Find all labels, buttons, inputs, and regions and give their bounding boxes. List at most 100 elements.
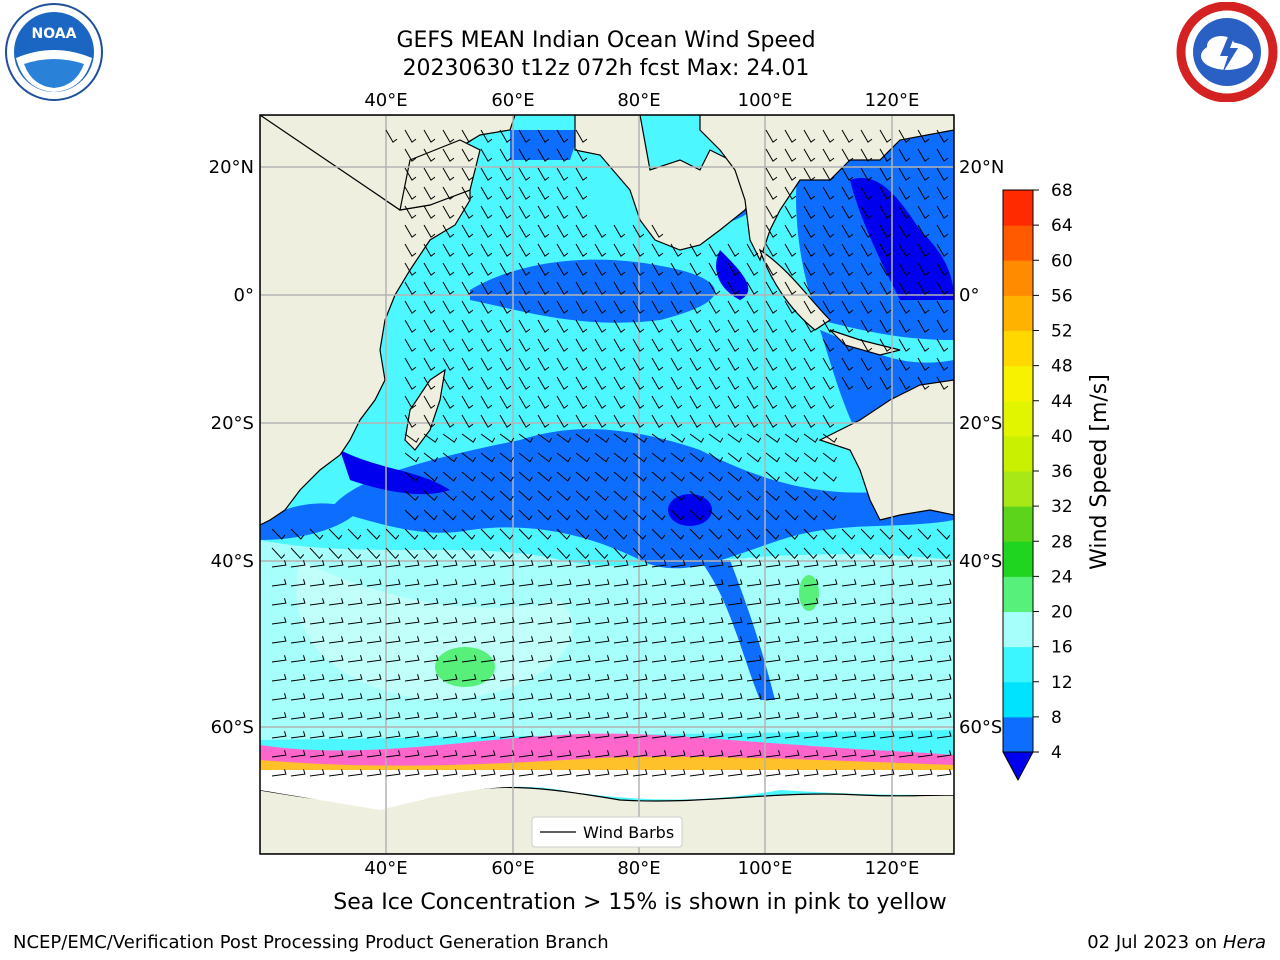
wind-barb [746, 471, 761, 482]
wind-barb [404, 376, 417, 390]
wind-barb [841, 300, 854, 314]
wind-barb [366, 769, 382, 777]
wind-barb [879, 167, 892, 181]
wind-barb [727, 243, 740, 257]
wind-barb [442, 731, 458, 739]
wind-barb [803, 693, 819, 701]
wind-barb [822, 300, 835, 314]
wind-barb [784, 579, 800, 587]
wind-barb [328, 769, 344, 777]
wind-barb [328, 674, 344, 682]
wind-barb [404, 262, 417, 276]
wind-barb [423, 205, 436, 219]
wind-barb [651, 357, 664, 371]
wind-barb [613, 490, 628, 502]
wind-barb [442, 636, 458, 644]
wind-barb [708, 471, 723, 482]
wind-barb [841, 167, 854, 181]
wind-barb [860, 636, 876, 644]
wind-barb [803, 598, 819, 606]
wind-barb [936, 750, 952, 758]
wind-barb [841, 357, 854, 371]
wind-barb [518, 750, 534, 758]
wind-barb [347, 769, 363, 777]
wind-barb [898, 319, 911, 333]
wind-barb [727, 547, 742, 560]
wind-barb [822, 243, 835, 257]
wind-barb [480, 167, 493, 181]
wind-barb [689, 338, 702, 352]
wind-barb [575, 148, 588, 162]
wind-barb [803, 357, 816, 371]
lat-tick-left: 20°N [209, 157, 254, 178]
wind-barb [765, 357, 778, 371]
wind-barb [537, 490, 552, 502]
wind-barb [575, 129, 588, 143]
wind-barb [575, 731, 591, 739]
wind-barb [708, 357, 721, 371]
wind-barb [936, 693, 952, 701]
wind-barb [632, 636, 648, 644]
wind-barb [423, 414, 436, 428]
wind-barb [328, 547, 343, 560]
legend-label: Wind Barbs [583, 823, 674, 842]
wind-barb [746, 528, 761, 540]
wind-barb [366, 693, 382, 701]
wind-barb [290, 617, 306, 625]
wind-barb [936, 560, 952, 568]
colorbar-swatch [1003, 576, 1033, 612]
wind-barb [423, 281, 436, 295]
wind-barb [423, 560, 439, 568]
colorbar-tick-label: 8 [1051, 708, 1062, 728]
wind-barb [803, 148, 816, 162]
wind-barb [917, 281, 930, 295]
wind-barb [594, 471, 609, 482]
wind-barb [271, 655, 287, 663]
wind-barb [594, 547, 609, 560]
wind-barb [613, 750, 629, 758]
wind-barb [480, 281, 493, 295]
wind-barb [613, 769, 629, 777]
wind-barb [347, 693, 363, 701]
wind-barb [575, 547, 590, 560]
wind-barb [499, 750, 515, 758]
wind-barb [632, 579, 648, 587]
wind-barb [689, 414, 702, 428]
wind-barb [404, 674, 420, 682]
wind-barb [879, 636, 895, 644]
wind-barb [613, 547, 628, 560]
wind-barb [898, 750, 914, 758]
wind-barb [537, 319, 550, 333]
wind-barb [480, 338, 493, 352]
wind-barb [461, 655, 477, 663]
wind-barb [461, 414, 474, 428]
wind-barb [404, 148, 417, 162]
wind-barb [461, 693, 477, 701]
wind-barb [822, 262, 835, 276]
wind-barb [936, 262, 949, 276]
wind-barb [822, 414, 835, 428]
wind-barb [385, 636, 401, 644]
wind-barb [442, 693, 458, 701]
wind-barb [404, 452, 420, 463]
wind-barb [746, 579, 762, 587]
wind-barb [765, 528, 780, 540]
wind-barb [594, 338, 607, 352]
lat-tick-left: 0° [234, 285, 254, 306]
wind-barb [632, 338, 645, 352]
wind-barb [689, 769, 705, 777]
wind-barb [879, 357, 892, 371]
wind-barb [613, 655, 629, 663]
wind-barb [423, 528, 438, 540]
wind-barb [651, 712, 667, 720]
wind-barb [613, 579, 629, 587]
wind-barb [917, 547, 932, 560]
wind-barb [936, 300, 949, 314]
wind-barb [860, 129, 873, 143]
wind-barb [689, 262, 702, 276]
wind-barb [784, 617, 800, 625]
wind-barb [917, 712, 933, 720]
wind-barb [499, 452, 515, 463]
wind-barb [765, 452, 781, 463]
wind-barb [499, 129, 512, 143]
